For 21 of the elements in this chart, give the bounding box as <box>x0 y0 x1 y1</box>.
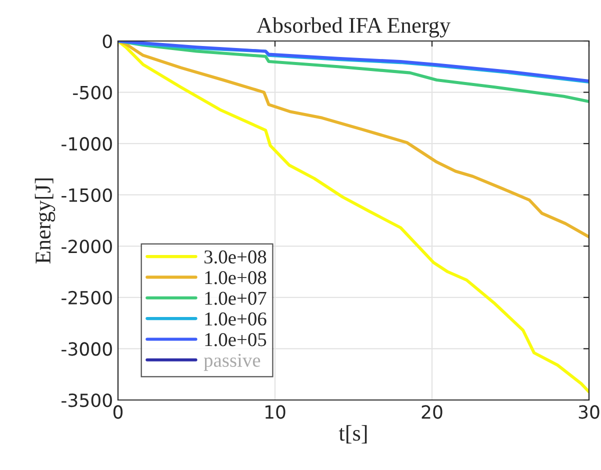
y-axis-title: Energy[J] <box>34 178 56 264</box>
legend-label: 1.0e+06 <box>205 312 266 326</box>
y-tick-label: -500 <box>73 86 112 100</box>
x-tick-label: 10 <box>265 405 286 419</box>
x-tick-label: 30 <box>578 405 600 419</box>
y-tick-label: -3000 <box>62 342 112 356</box>
y-tick-label: -3500 <box>62 393 112 408</box>
x-tick-label: 0 <box>113 405 123 419</box>
y-tick-label: -2000 <box>62 240 112 254</box>
legend-label: 1.0e+08 <box>205 271 266 284</box>
legend-label: 1.0e+07 <box>205 292 266 305</box>
x-axis-title: t[s] <box>338 425 367 444</box>
legend-label: 1.0e+05 <box>205 333 266 346</box>
y-tick-label: 0 <box>102 34 112 48</box>
x-tick-label: 20 <box>422 405 442 419</box>
legend-label: 3.0e+08 <box>204 250 266 264</box>
legend-label: passive <box>204 354 260 371</box>
y-tick-label: -2500 <box>62 290 112 305</box>
chart-title: Absorbed IFA Energy <box>256 17 451 38</box>
y-tick-label: -1000 <box>62 137 112 151</box>
y-tick-label: -1500 <box>62 188 112 202</box>
